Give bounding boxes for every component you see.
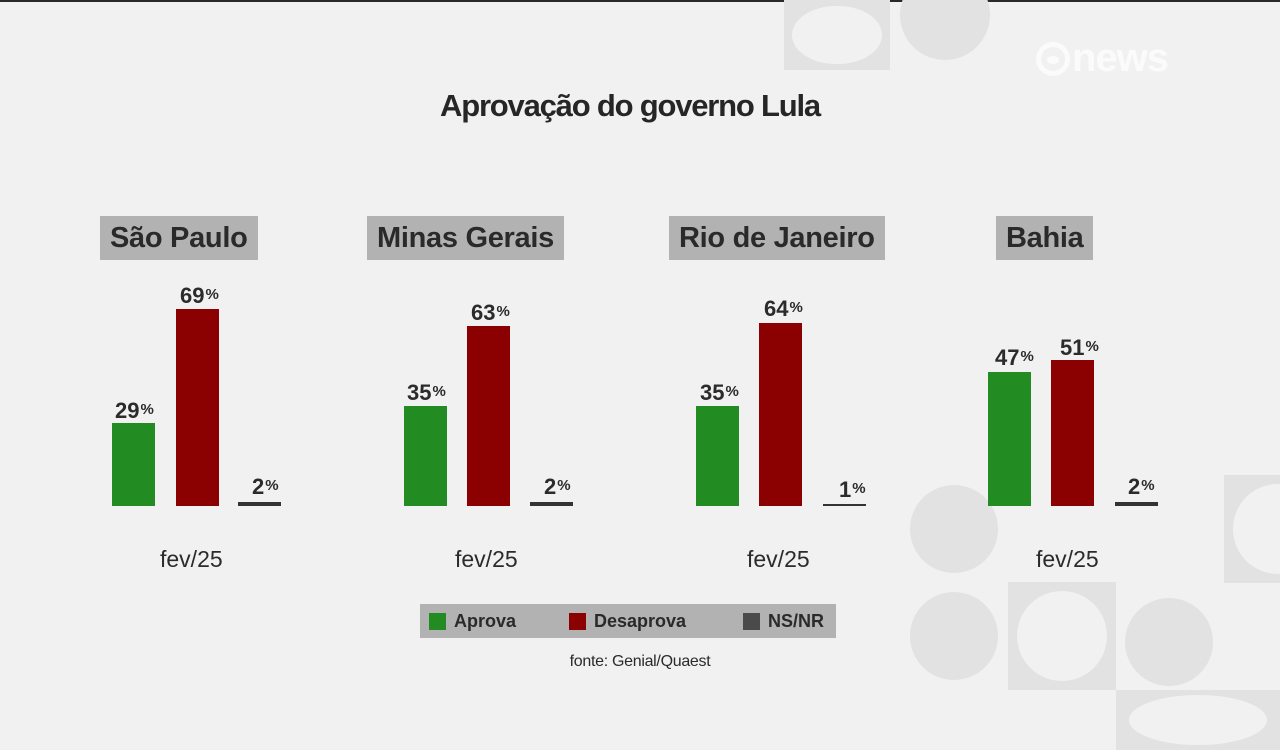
- legend-item-nsnr: NS/NR: [743, 611, 824, 632]
- state-label: São Paulo: [100, 216, 258, 260]
- bar-nsnr: [238, 502, 281, 506]
- value-label-nsnr: 2%: [252, 474, 279, 499]
- period-label: fev/25: [747, 546, 810, 572]
- chart-title: Aprovação do governo Lula: [440, 88, 821, 123]
- legend-item-desaprova: Desaprova: [569, 611, 686, 632]
- decorative-circle: [910, 592, 998, 680]
- period-label: fev/25: [455, 546, 518, 572]
- decorative-circle: [910, 485, 998, 573]
- chart-legend: Aprova Desaprova NS/NR: [420, 604, 836, 638]
- period-label: fev/25: [160, 546, 223, 572]
- value-label-desaprova: 63%: [471, 300, 510, 325]
- state-panel-bahia: Bahia 47% 51% 2% fev/25: [987, 216, 1247, 576]
- bar-desaprova: [1051, 360, 1094, 506]
- state-label: Minas Gerais: [367, 216, 564, 260]
- source-note: fonte: Genial/Quaest: [569, 653, 711, 670]
- value-label-desaprova: 64%: [764, 296, 803, 321]
- bar-aprova: [112, 423, 155, 506]
- state-panel-sao-paulo: São Paulo 29% 69% 2% fev/25: [100, 216, 360, 576]
- value-label-aprova: 47%: [995, 345, 1034, 370]
- decorative-circle: [900, 0, 990, 60]
- bar-desaprova: [759, 323, 802, 506]
- value-label-aprova: 29%: [115, 398, 154, 423]
- bar-aprova: [404, 406, 447, 506]
- state-label: Bahia: [996, 216, 1094, 260]
- value-label-nsnr: 2%: [544, 474, 571, 499]
- bar-aprova: [988, 372, 1031, 506]
- top-border: [0, 0, 1280, 2]
- globo-icon: [1036, 41, 1070, 76]
- period-label: fev/25: [1036, 546, 1099, 572]
- legend-swatch-gray: [743, 612, 760, 630]
- gnews-logo: news: [1036, 36, 1169, 81]
- legend-swatch-green: [429, 612, 446, 630]
- state-panel-rio-de-janeiro: Rio de Janeiro 35% 64% 1% fev/25: [669, 216, 929, 576]
- decorative-square-circle: [784, 0, 890, 70]
- value-label-nsnr: 2%: [1128, 474, 1155, 499]
- legend-item-aprova: Aprova: [429, 611, 516, 632]
- state-panel-minas-gerais: Minas Gerais 35% 63% 2% fev/25: [367, 216, 627, 576]
- bar-nsnr: [530, 502, 573, 506]
- decorative-square-circle: [1008, 582, 1116, 690]
- decorative-square-circle: [1224, 475, 1280, 583]
- bar-desaprova: [176, 309, 219, 506]
- value-label-aprova: 35%: [407, 380, 446, 405]
- value-label-desaprova: 51%: [1060, 335, 1099, 360]
- legend-swatch-red: [569, 612, 586, 630]
- value-label-nsnr: 1%: [839, 477, 866, 502]
- bar-nsnr: [823, 504, 866, 506]
- decorative-circle: [1125, 598, 1213, 686]
- bar-desaprova: [467, 326, 510, 506]
- value-label-aprova: 35%: [700, 380, 739, 405]
- value-label-desaprova: 69%: [180, 283, 219, 308]
- decorative-square-circle: [1116, 690, 1280, 750]
- state-label: Rio de Janeiro: [669, 216, 885, 260]
- bar-aprova: [696, 406, 739, 506]
- bar-nsnr: [1115, 502, 1158, 506]
